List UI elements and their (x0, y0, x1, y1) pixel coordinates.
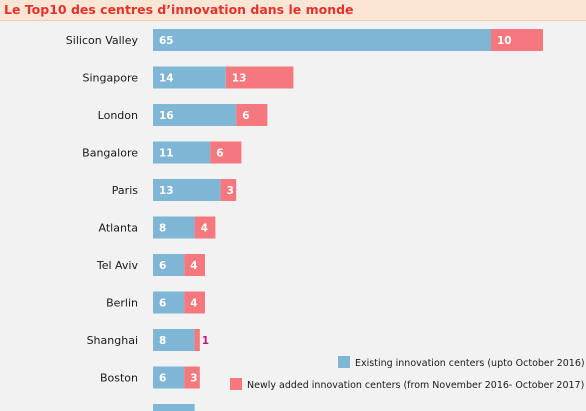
bar-existing (153, 404, 195, 411)
bar-existing (153, 179, 221, 201)
bar-existing (153, 104, 237, 126)
category-label: Atlanta (99, 222, 138, 235)
data-label: 6 (159, 373, 166, 385)
data-label: 14 (159, 73, 174, 85)
category-label: Singapore (83, 72, 139, 85)
bar-new (491, 29, 543, 51)
category-label: Boston (100, 372, 138, 385)
legend-label: Newly added innovation centers (from Nov… (247, 380, 584, 391)
data-label: 16 (159, 110, 174, 122)
title-bar: Le Top10 des centres d’innovation dans l… (0, 0, 586, 21)
data-label: 1 (202, 335, 209, 347)
data-label: 4 (190, 260, 197, 272)
data-label: 8 (159, 223, 166, 235)
legend-swatch (230, 378, 242, 390)
category-label: London (98, 109, 138, 122)
data-label: 10 (497, 35, 512, 47)
bar-existing (153, 216, 195, 239)
bar-new (184, 366, 200, 389)
bar-existing (153, 329, 195, 351)
data-label: 6 (242, 110, 249, 122)
chart-title: Le Top10 des centres d’innovation dans l… (4, 2, 354, 17)
category-label: Silicon Valley (66, 34, 139, 47)
data-label: 4 (190, 298, 197, 310)
data-label: 3 (227, 185, 234, 197)
data-label: 65 (159, 35, 174, 47)
category-label: Shanghai (87, 334, 138, 347)
bar-new (220, 179, 237, 201)
bar-new (236, 104, 268, 126)
legend-swatch (338, 356, 350, 368)
bar-existing (153, 66, 226, 89)
bar-new (184, 254, 205, 276)
data-label: 13 (232, 73, 247, 85)
category-label: Bangalore (82, 147, 138, 160)
bar-new (194, 329, 200, 351)
data-label: 11 (159, 148, 174, 160)
data-label: 8 (159, 335, 166, 347)
bar-existing (153, 29, 491, 51)
data-label: 13 (159, 185, 174, 197)
data-label: 6 (159, 260, 166, 272)
category-label: Tokyo (106, 409, 138, 411)
bar-existing (153, 291, 185, 314)
category-label: Tel Aviv (96, 259, 139, 272)
bar-new (184, 291, 205, 314)
data-label: 6 (159, 298, 166, 310)
bar-new (225, 66, 294, 89)
legend-label: Existing innovation centers (upto Octobe… (355, 358, 585, 369)
category-label: Paris (112, 184, 138, 197)
data-label: 6 (216, 148, 223, 160)
data-label: 4 (201, 223, 208, 235)
bar-new (194, 216, 216, 239)
bar-existing (153, 254, 185, 276)
bar-new (210, 141, 242, 164)
data-label: 3 (190, 373, 197, 385)
bar-existing (153, 141, 211, 164)
bar-existing (153, 366, 185, 389)
category-label: Berlin (106, 297, 138, 310)
